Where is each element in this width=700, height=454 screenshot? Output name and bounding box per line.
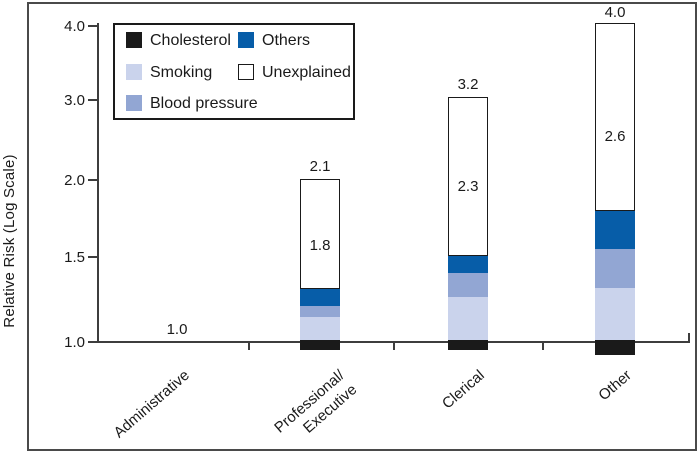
bar-unexplained-label: 1.8 — [309, 237, 331, 254]
y-tick-label: 1.5 — [64, 249, 85, 266]
bar-segment-unexplained — [448, 97, 488, 256]
bar-segment-others — [595, 211, 635, 249]
category-label: Professional/Executive — [170, 366, 361, 454]
bar-total-label: 2.1 — [309, 158, 331, 175]
x-minor-tick — [542, 342, 544, 350]
legend-swatch-cholesterol — [126, 32, 142, 48]
bar-total-label: 1.0 — [166, 321, 188, 338]
legend-swatch-others — [238, 32, 254, 48]
legend-swatch-blood_pressure — [126, 95, 142, 111]
bar-segment-unexplained — [300, 179, 340, 289]
legend-label: Blood pressure — [150, 95, 258, 112]
x-axis-end-cap — [688, 333, 690, 342]
bar-segment-others — [300, 289, 340, 306]
y-tick-label: 3.0 — [64, 92, 85, 109]
legend-label: Others — [262, 32, 311, 49]
y-tick — [88, 25, 98, 27]
y-axis-line — [97, 23, 99, 343]
bar-total-label: 3.2 — [457, 76, 479, 93]
legend-swatch-unexplained — [238, 64, 254, 80]
y-tick-label: 4.0 — [64, 18, 85, 35]
y-tick — [88, 179, 98, 181]
x-axis-line — [88, 341, 690, 343]
y-tick-label: 2.0 — [64, 172, 85, 189]
bar-segment-blood_pressure — [448, 273, 488, 297]
bar-segment-smoking — [448, 297, 488, 340]
y-tick-label: 1.0 — [64, 334, 85, 351]
category-label-line: Administrative — [110, 366, 193, 442]
bar-unexplained-label: 2.6 — [604, 128, 626, 145]
legend-swatch-smoking — [126, 64, 142, 80]
bar-segment-smoking — [300, 317, 340, 340]
bar-segment-blood_pressure — [300, 306, 340, 317]
bar-segment-smoking — [595, 288, 635, 340]
legend: Cholesterol Others Smoking Unexplained Blood… — [113, 23, 355, 120]
bar-segment-blood_pressure — [595, 249, 635, 288]
bar-segment-cholesterol — [595, 340, 635, 355]
x-minor-tick — [248, 342, 250, 350]
bar-segment-cholesterol — [300, 340, 340, 350]
y-tick — [88, 256, 98, 258]
bar-total-label: 4.0 — [604, 4, 626, 21]
x-minor-tick — [393, 342, 395, 350]
figure-border — [27, 2, 697, 451]
bar-unexplained-label: 2.3 — [457, 178, 479, 195]
legend-label: Cholesterol — [150, 32, 231, 49]
bar-segment-others — [448, 256, 488, 273]
bar-segment-unexplained — [595, 23, 635, 211]
legend-label: Smoking — [150, 64, 213, 81]
bar-segment-cholesterol — [448, 340, 488, 350]
legend-label: Unexplained — [262, 64, 351, 81]
y-tick — [88, 99, 98, 101]
category-label: Administrative — [15, 366, 194, 454]
